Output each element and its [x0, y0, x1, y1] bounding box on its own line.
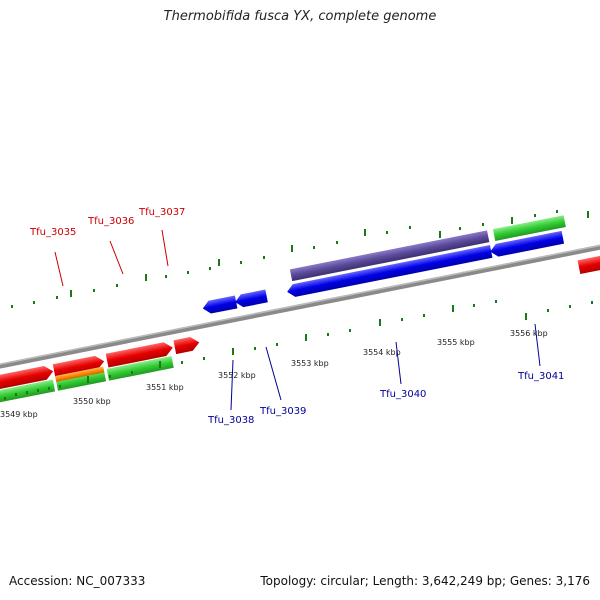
gene-label-tfu-3036[interactable]: Tfu_3036: [87, 216, 134, 227]
scale-label: 3556 kbp: [510, 329, 548, 338]
scale-label: 3552 kbp: [218, 371, 256, 380]
gene-label-tfu-3039[interactable]: Tfu_3039: [259, 406, 306, 417]
forward-cds-row: [0, 248, 600, 395]
gene-label-tfu-3040[interactable]: Tfu_3040: [379, 389, 426, 400]
reverse-cds-row: [202, 230, 565, 315]
accession-text: Accession: NC_007333: [9, 574, 146, 588]
cds-feature[interactable]: [489, 230, 565, 258]
bottom-gene-labels: Tfu_3038 Tfu_3039 Tfu_3040 Tfu_3041: [207, 323, 564, 426]
gene-feature[interactable]: [106, 356, 174, 381]
forward-gene-row: [0, 356, 174, 408]
gene-label-tfu-3037[interactable]: Tfu_3037: [138, 207, 185, 218]
top-gene-labels: Tfu_3035 Tfu_3036 Tfu_3037: [29, 207, 185, 287]
scale-label: 3549 kbp: [0, 410, 38, 419]
lower-tick-ruler: [4, 300, 593, 400]
scale-label: 3553 kbp: [291, 359, 329, 368]
gene-label-tfu-3038[interactable]: Tfu_3038: [207, 415, 254, 426]
cds-feature[interactable]: [0, 364, 55, 395]
backbone: [0, 233, 600, 379]
scale-labels: 3549 kbp 3550 kbp 3551 kbp 3552 kbp 3553…: [0, 329, 548, 419]
genome-summary-text: Topology: circular; Length: 3,642,249 bp…: [260, 574, 590, 588]
cds-feature[interactable]: [286, 245, 493, 298]
cds-feature[interactable]: [173, 335, 200, 355]
reverse-gene-row: [289, 215, 566, 282]
gene-label-tfu-3041[interactable]: Tfu_3041: [517, 371, 564, 382]
gene-feature[interactable]: [492, 215, 566, 241]
gene-feature[interactable]: [0, 379, 56, 408]
scale-label: 3554 kbp: [363, 348, 401, 357]
gene-label-tfu-3035[interactable]: Tfu_3035: [29, 227, 76, 238]
scale-label: 3550 kbp: [73, 397, 111, 406]
map-title: Thermobifida fusca YX, complete genome: [163, 9, 437, 24]
orange-feature[interactable]: [55, 366, 105, 382]
upper-tick-ruler: [11, 210, 589, 308]
scale-label: 3551 kbp: [146, 383, 184, 392]
cds-feature[interactable]: [577, 248, 600, 275]
cds-feature[interactable]: [105, 341, 174, 368]
cds-feature[interactable]: [52, 354, 106, 378]
scale-label: 3555 kbp: [437, 338, 475, 347]
gene-feature[interactable]: [55, 369, 107, 391]
cds-feature[interactable]: [234, 289, 268, 309]
gene-feature[interactable]: [289, 230, 490, 282]
cds-feature[interactable]: [202, 295, 238, 315]
